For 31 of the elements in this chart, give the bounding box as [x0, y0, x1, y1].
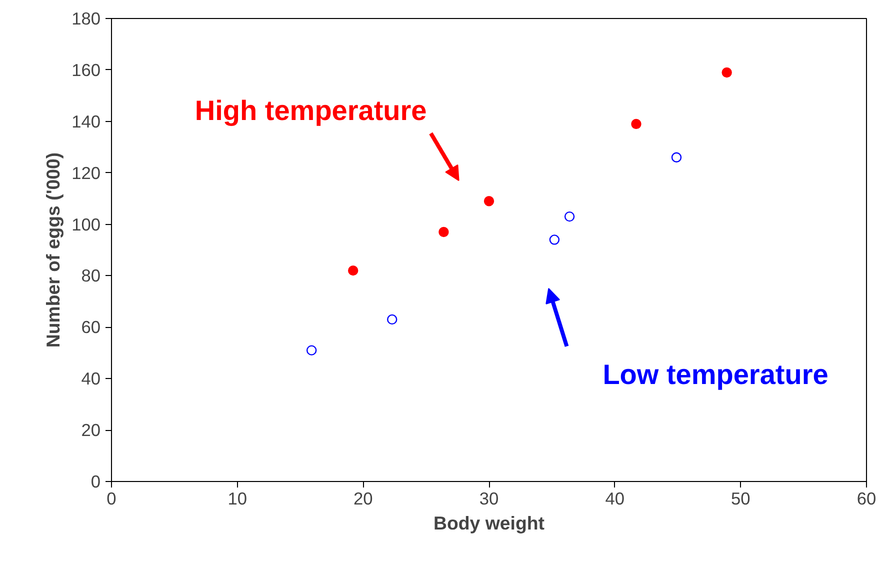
y-tick-label: 180: [72, 8, 101, 28]
y-tick-label: 120: [72, 162, 101, 183]
y-axis-title: Number of eggs ('000): [42, 152, 64, 348]
x-tick-label: 60: [856, 488, 876, 508]
y-tick-label: 80: [81, 266, 101, 286]
x-tick-label: 40: [605, 488, 624, 508]
y-tick-label: 60: [81, 317, 101, 338]
y-tick-label: 100: [72, 214, 101, 234]
text: High temperature: [194, 95, 427, 126]
x-tick-label: 50: [731, 488, 750, 508]
y-tick-label: 20: [81, 420, 101, 440]
point: [306, 345, 317, 356]
x-tick-label: 0: [106, 488, 116, 508]
point: [484, 196, 494, 206]
text: Low temperature: [602, 359, 828, 390]
point: [387, 314, 398, 325]
y-tick-label: 40: [81, 368, 101, 389]
x-tick-label: 10: [228, 488, 247, 508]
point: [438, 226, 449, 238]
point: [549, 234, 560, 245]
point: [564, 211, 575, 222]
point: [348, 265, 358, 276]
point: [671, 152, 682, 162]
y-tick-label: 140: [72, 111, 101, 132]
point: [631, 118, 642, 130]
point: [722, 67, 732, 78]
y-tick-label: 0: [90, 472, 101, 492]
x-tick-label: 20: [354, 488, 373, 508]
x-axis-title: Body weight: [434, 512, 544, 534]
y-tick-label: 160: [72, 60, 101, 80]
x-tick-label: 30: [479, 488, 499, 508]
